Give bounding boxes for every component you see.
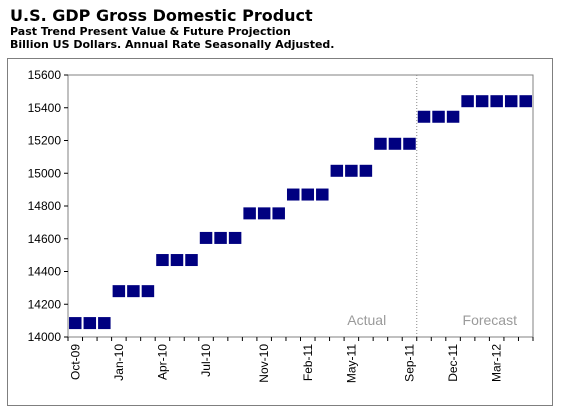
x-tick-label: May-11	[344, 344, 358, 383]
data-point	[490, 95, 503, 108]
data-point	[286, 188, 300, 201]
data-point	[257, 207, 271, 220]
y-tick-label: 14800	[28, 199, 62, 213]
data-point	[388, 137, 402, 150]
y-tick-label: 14400	[28, 265, 62, 279]
y-tick-label: 14000	[28, 330, 62, 344]
x-tick-label: Feb-11	[301, 344, 315, 381]
x-tick-label: Apr-10	[155, 344, 169, 380]
data-point	[446, 110, 460, 123]
data-point	[214, 231, 227, 244]
chart-subtitle-2: Billion US Dollars. Annual Rate Seasonal…	[10, 38, 335, 51]
data-point	[272, 207, 285, 220]
data-point	[519, 95, 532, 108]
x-tick-label: Mar-12	[490, 344, 504, 382]
chart-header: U.S. GDP Gross Domestic Product Past Tre…	[10, 6, 334, 51]
y-tick-label: 15200	[28, 134, 62, 148]
data-point	[83, 317, 97, 330]
data-point	[199, 231, 213, 244]
data-point	[316, 188, 329, 201]
x-tick-label: Nov-10	[257, 344, 271, 383]
x-tick-label: Dec-11	[446, 344, 460, 382]
data-point	[374, 137, 387, 150]
data-point	[330, 164, 344, 177]
forecast-region-label: Forecast	[463, 312, 518, 328]
chart-title: U.S. GDP Gross Domestic Product	[10, 6, 313, 25]
y-tick-label: 15000	[28, 166, 62, 180]
data-point	[228, 231, 242, 244]
chart-subtitle-1: Past Trend Present Value & Future Projec…	[10, 25, 291, 38]
y-tick-label: 14600	[28, 232, 62, 246]
y-tick-label: 14200	[28, 297, 62, 311]
actual-region-label: Actual	[347, 312, 386, 328]
x-tick-label: Jul-10	[199, 344, 213, 377]
data-point	[156, 254, 169, 267]
x-tick-label: Jan-10	[112, 344, 126, 381]
data-point	[243, 207, 256, 220]
data-point	[417, 110, 431, 123]
data-point	[170, 254, 184, 267]
data-point	[69, 317, 82, 330]
x-tick-label: Oct-09	[68, 344, 82, 380]
data-point	[504, 95, 518, 108]
data-point	[98, 317, 111, 330]
data-point	[475, 95, 489, 108]
data-point	[345, 164, 358, 177]
plot-area	[67, 74, 534, 338]
data-point	[359, 164, 373, 177]
data-point	[141, 285, 155, 298]
data-point	[127, 285, 140, 298]
x-tick-label: Sep-11	[402, 344, 416, 382]
data-point	[432, 110, 445, 123]
y-tick-label: 15400	[28, 101, 62, 115]
y-tick-label: 15600	[28, 68, 62, 82]
data-point	[112, 285, 126, 298]
data-point	[461, 95, 474, 108]
data-point	[185, 254, 198, 267]
data-point	[403, 137, 416, 150]
data-point	[301, 188, 315, 201]
